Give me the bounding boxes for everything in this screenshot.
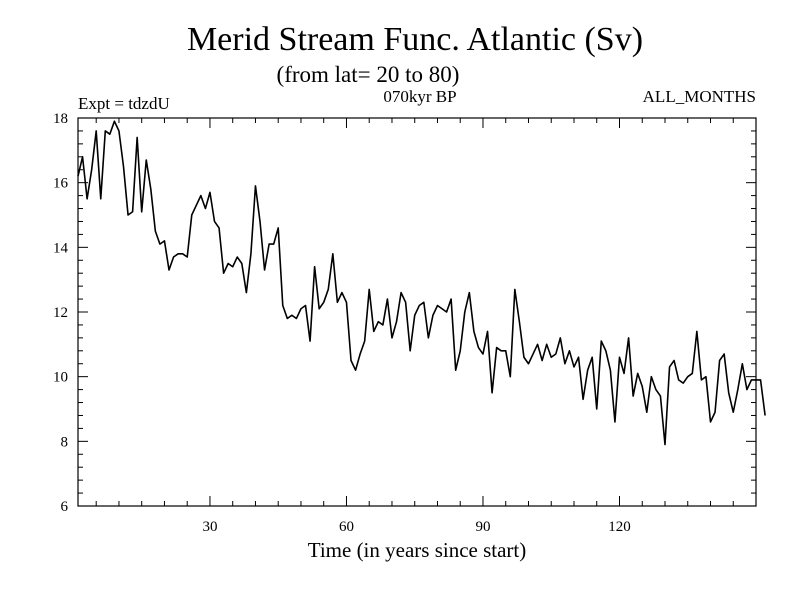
y-tick-label: 12: [53, 305, 68, 321]
x-tick-label: 90: [475, 519, 490, 535]
y-tick-label: 16: [53, 176, 69, 192]
period-label: 070kyr BP: [383, 87, 456, 106]
y-tick-label: 18: [53, 111, 68, 127]
series-line: [77, 120, 766, 446]
y-tick-label: 14: [53, 240, 69, 256]
experiment-label: Expt = tdzdU: [78, 94, 170, 113]
months-label: ALL_MONTHS: [643, 87, 756, 106]
x-axis-label: Time (in years since start): [308, 538, 527, 562]
series-layer: [77, 120, 766, 446]
y-tick-label: 6: [61, 499, 69, 515]
x-tick-label: 30: [202, 519, 217, 535]
chart-subtitle: (from lat= 20 to 80): [277, 62, 460, 87]
tick-labels: 30 60 90 120 6 8 10 12 14 16 18: [53, 111, 631, 535]
y-tick-label: 10: [53, 370, 68, 386]
y-tick-label: 8: [61, 434, 69, 450]
chart-title: Merid Stream Func. Atlantic (Sv): [187, 21, 643, 58]
x-tick-label: 60: [339, 519, 354, 535]
axis-ticks: [78, 118, 756, 506]
x-tick-label: 120: [608, 519, 631, 535]
